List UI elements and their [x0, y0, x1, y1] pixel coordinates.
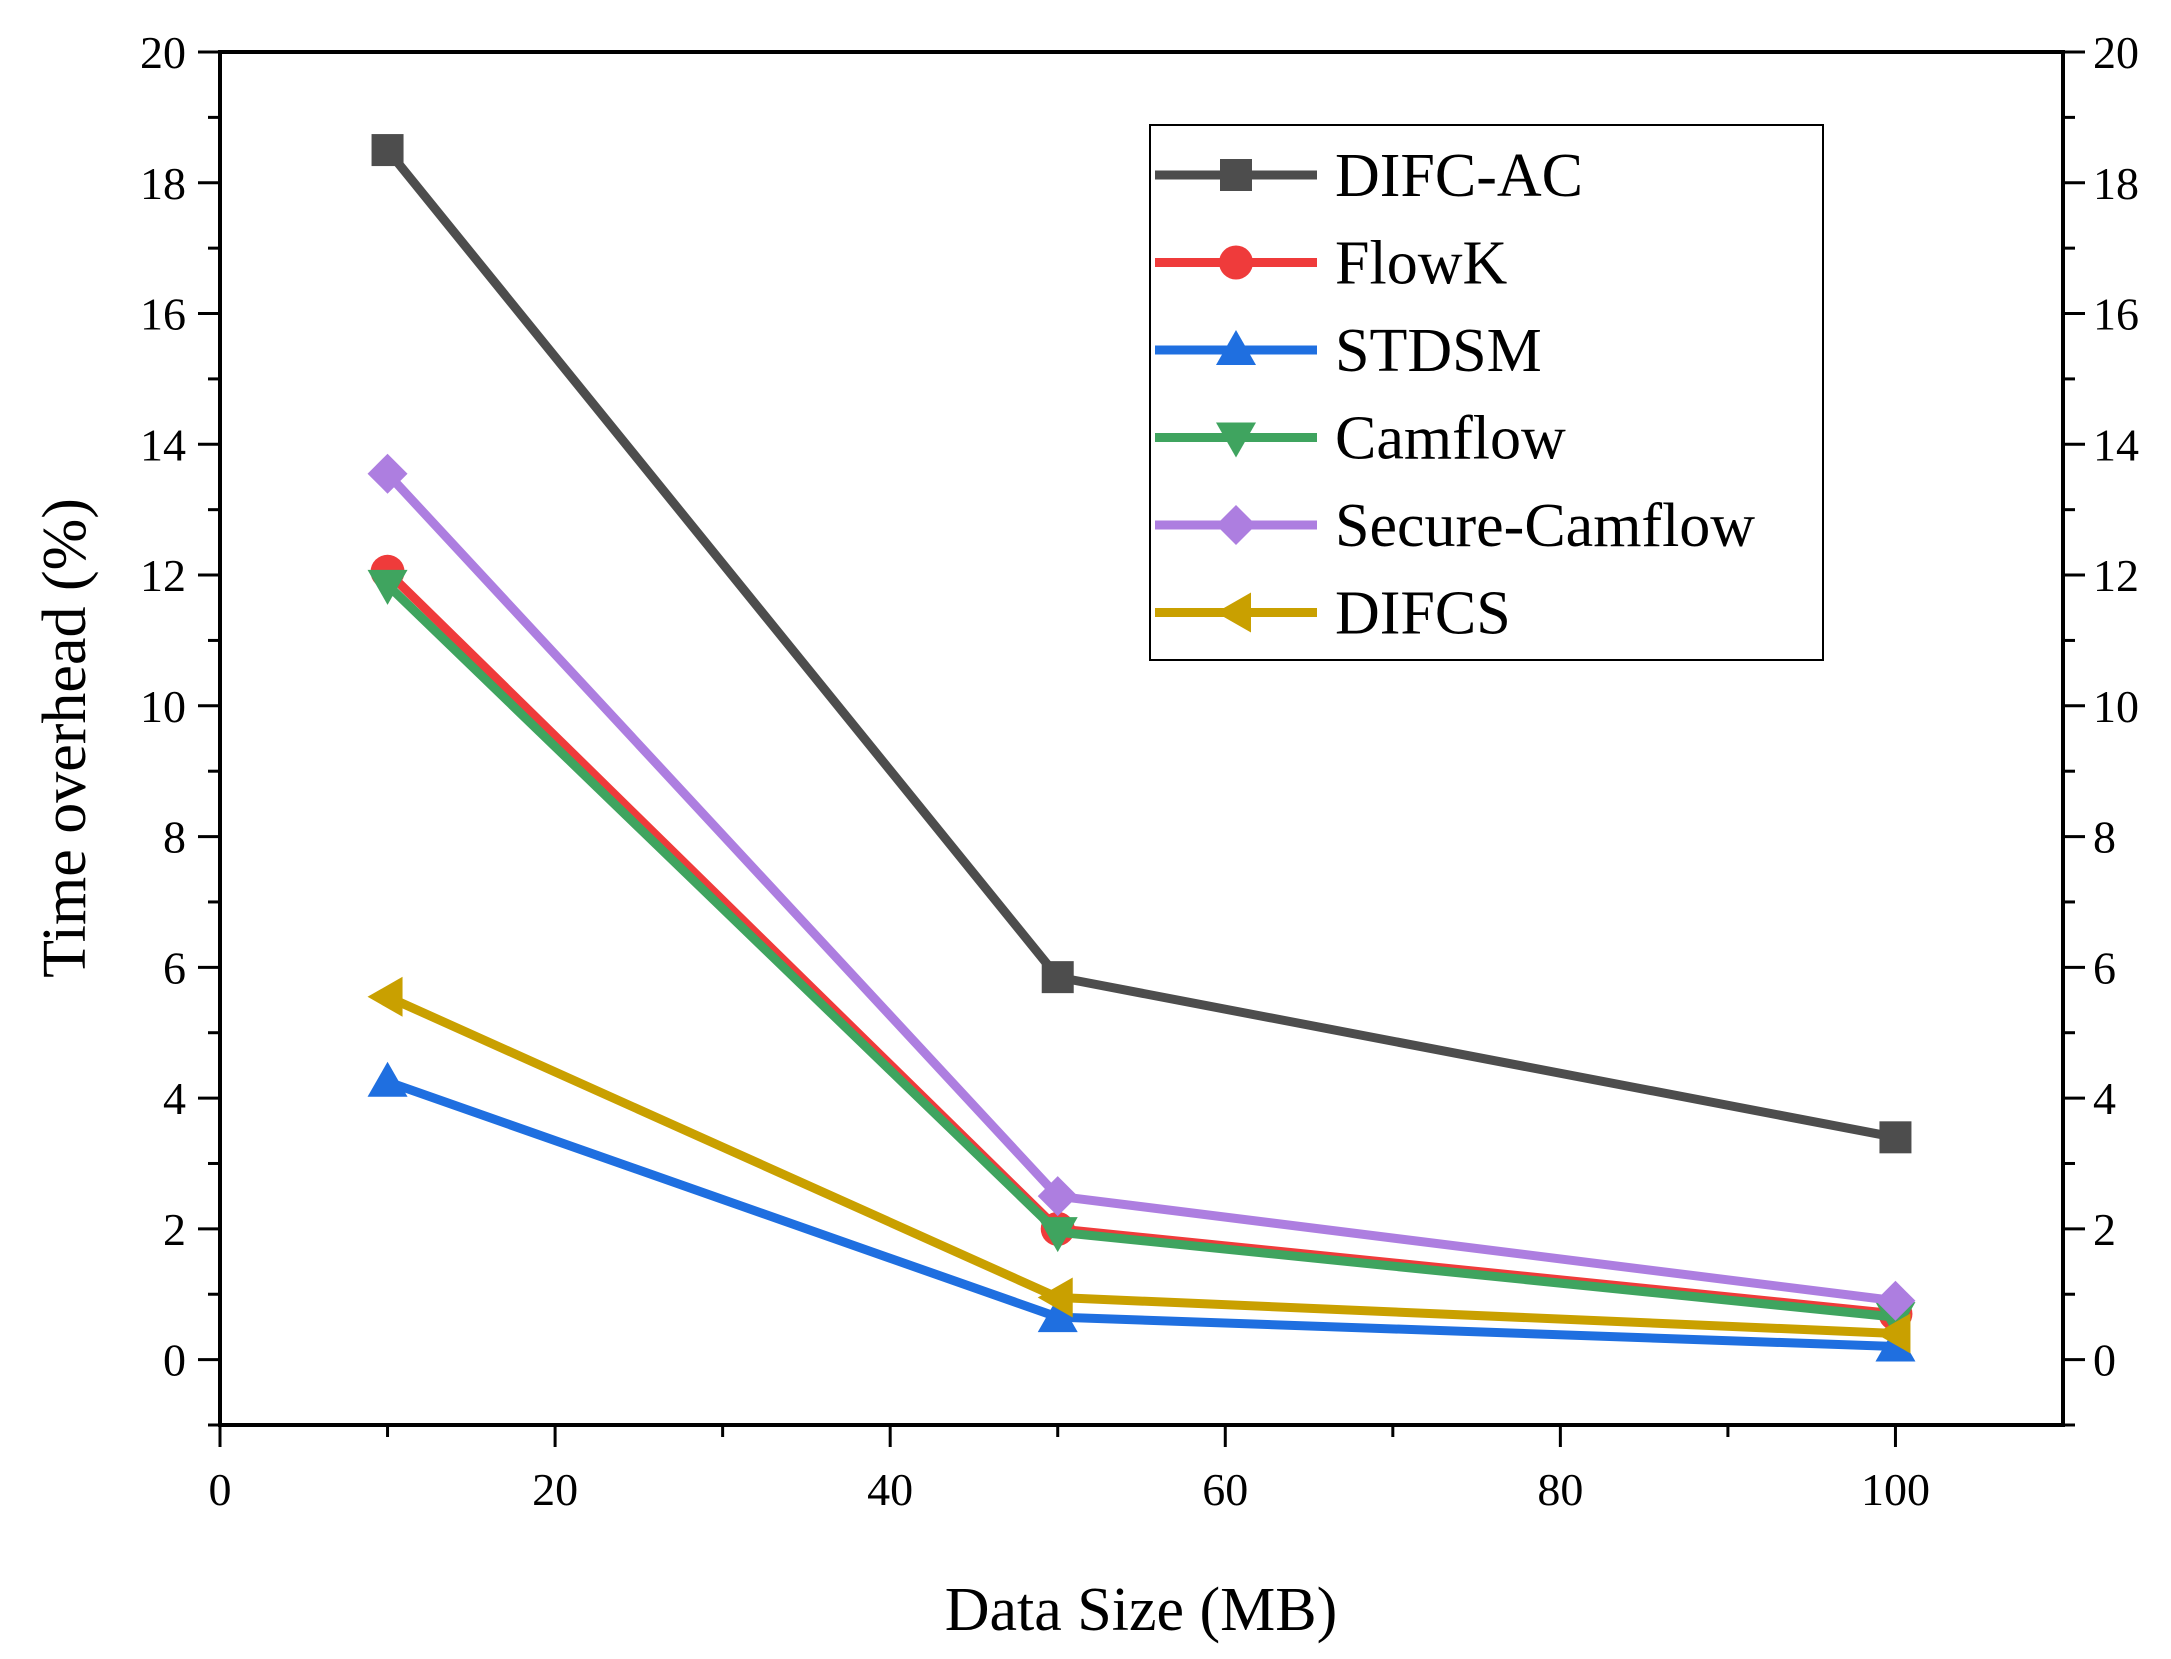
y-tick-label-left: 20 — [140, 27, 186, 78]
legend-marker-difc-ac — [1220, 159, 1252, 191]
y-tick-label-right: 12 — [2093, 550, 2139, 601]
legend-label-camflow: Camflow — [1335, 405, 1566, 473]
legend-label-secure-camflow: Secure-Camflow — [1335, 492, 1755, 560]
series-difc-ac — [371, 134, 1912, 1154]
legend-marker-secure-camflow — [1216, 505, 1256, 545]
legend-marker-stdsm — [1216, 330, 1256, 365]
legend-marker-flowk — [1219, 245, 1253, 280]
y-tick-label-left: 0 — [163, 1335, 186, 1386]
legend-label-difc-ac: DIFC-AC — [1335, 142, 1583, 210]
data-point-difcs — [1037, 1277, 1073, 1318]
y-tick-label-left: 16 — [140, 289, 186, 340]
data-point-secure-camflow — [1037, 1176, 1078, 1217]
y-tick-label-left: 18 — [140, 158, 186, 209]
legend-item-stdsm: STDSM — [1155, 317, 1542, 385]
legend-label-flowk: FlowK — [1335, 230, 1507, 298]
data-point-camflow — [1037, 1217, 1078, 1253]
y-tick-label-left: 8 — [163, 812, 186, 863]
plot-frame — [218, 50, 2065, 1427]
y-tick-label-right: 18 — [2093, 158, 2139, 209]
x-tick-label: 60 — [1202, 1464, 1248, 1515]
y-tick-label-left: 6 — [163, 942, 186, 993]
y-tick-label-right: 0 — [2093, 1335, 2116, 1386]
legend-item-difcs: DIFCS — [1155, 580, 1511, 648]
legend-marker-camflow — [1216, 422, 1256, 458]
legend-marker-difcs — [1216, 592, 1251, 633]
legend-item-camflow: Camflow — [1155, 405, 1566, 473]
x-tick-label: 20 — [532, 1464, 578, 1515]
legend-item-secure-camflow: Secure-Camflow — [1155, 492, 1755, 560]
series-stdsm — [367, 1061, 1916, 1362]
series-line-stdsm — [386, 1077, 1896, 1352]
data-point-stdsm — [367, 1061, 408, 1097]
y-tick-label-right: 6 — [2093, 942, 2116, 993]
x-axis-title: Data Size (MB) — [945, 1576, 1338, 1644]
data-point-difc-ac — [1879, 1121, 1912, 1154]
y-tick-label-right: 20 — [2093, 27, 2139, 78]
data-point-secure-camflow — [367, 453, 408, 494]
y-tick-label-left: 12 — [140, 550, 186, 601]
x-tick-label: 80 — [1537, 1464, 1583, 1515]
data-point-difcs — [1875, 1313, 1911, 1354]
legend-label-difcs: DIFCS — [1335, 580, 1511, 648]
y-tick-label-left: 10 — [140, 681, 186, 732]
data-point-stdsm — [1037, 1297, 1078, 1333]
y-tick-label-right: 10 — [2093, 681, 2139, 732]
series-difcs — [367, 976, 1911, 1354]
x-tick-label: 40 — [867, 1464, 913, 1515]
data-point-secure-camflow — [1875, 1280, 1916, 1321]
y-tick-label-right: 2 — [2093, 1204, 2116, 1255]
y-tick-label-right: 16 — [2093, 289, 2139, 340]
y-tick-label-right: 14 — [2093, 419, 2139, 470]
data-point-difcs — [367, 976, 403, 1017]
y-tick-label-right: 8 — [2093, 812, 2116, 863]
data-point-camflow — [367, 569, 408, 605]
series-camflow — [367, 569, 1916, 1338]
legend-box — [1149, 124, 1824, 661]
y-tick-label-right: 4 — [2093, 1073, 2116, 1124]
x-tick-label: 100 — [1861, 1464, 1930, 1515]
series-secure-camflow — [367, 453, 1916, 1321]
y-tick-label-left: 2 — [163, 1204, 186, 1255]
x-tick-label: 0 — [209, 1464, 232, 1515]
data-point-difc-ac — [1041, 961, 1074, 994]
legend-label-stdsm: STDSM — [1335, 317, 1542, 385]
legend-item-flowk: FlowK — [1155, 230, 1507, 298]
y-tick-label-left: 4 — [163, 1073, 186, 1124]
y-axis-title: Time overhead (%) — [31, 498, 99, 978]
y-tick-label-left: 14 — [140, 419, 186, 470]
data-point-difc-ac — [371, 134, 404, 167]
legend-item-difc-ac: DIFC-AC — [1155, 142, 1583, 210]
series-flowk — [370, 554, 1913, 1331]
